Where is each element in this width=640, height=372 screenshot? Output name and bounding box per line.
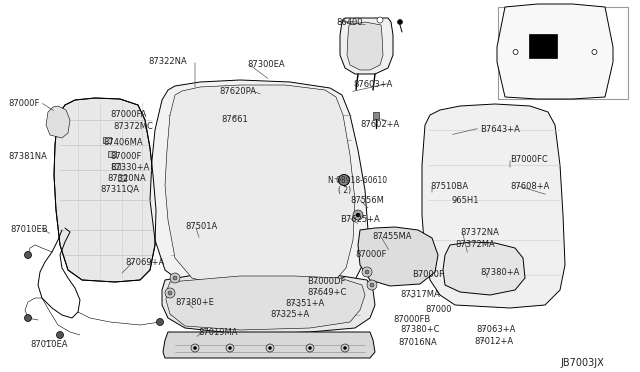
Circle shape — [193, 346, 196, 350]
Text: 87380+C: 87380+C — [400, 325, 440, 334]
Circle shape — [308, 346, 312, 350]
Text: 87000FA: 87000FA — [110, 110, 147, 119]
Text: 86400: 86400 — [336, 18, 362, 27]
Text: 87620PA: 87620PA — [219, 87, 256, 96]
Circle shape — [362, 267, 372, 277]
Text: 87661: 87661 — [221, 115, 248, 124]
Text: 87372MA: 87372MA — [455, 240, 495, 249]
Text: B7000FC: B7000FC — [510, 155, 548, 164]
Circle shape — [165, 288, 175, 298]
Circle shape — [168, 291, 172, 295]
Text: 87320NA: 87320NA — [107, 174, 146, 183]
Text: 87000F: 87000F — [110, 152, 141, 161]
Circle shape — [191, 344, 199, 352]
Text: 87000FB: 87000FB — [393, 315, 430, 324]
Circle shape — [226, 344, 234, 352]
Polygon shape — [54, 98, 156, 282]
Text: 87330+A: 87330+A — [110, 163, 149, 172]
Text: JB7003JX: JB7003JX — [560, 358, 604, 368]
Polygon shape — [150, 80, 368, 298]
Circle shape — [513, 49, 518, 55]
Text: 87372NA: 87372NA — [460, 228, 499, 237]
Circle shape — [365, 270, 369, 274]
Text: 87455MA: 87455MA — [372, 232, 412, 241]
Text: 87063+A: 87063+A — [476, 325, 515, 334]
Polygon shape — [166, 276, 365, 330]
Circle shape — [341, 344, 349, 352]
Circle shape — [170, 273, 180, 283]
Circle shape — [397, 19, 403, 25]
Text: 87069+A: 87069+A — [125, 258, 164, 267]
Polygon shape — [103, 137, 111, 143]
Circle shape — [344, 346, 346, 350]
Circle shape — [24, 251, 31, 259]
Text: 87510BA: 87510BA — [430, 182, 468, 191]
Text: 87000F: 87000F — [355, 250, 387, 259]
Circle shape — [592, 49, 597, 55]
Text: B7000DF: B7000DF — [307, 277, 346, 286]
Text: ( 2): ( 2) — [338, 186, 351, 195]
Text: 965H1: 965H1 — [452, 196, 479, 205]
Text: 87000: 87000 — [425, 305, 451, 314]
Text: B7643+A: B7643+A — [480, 125, 520, 134]
Text: 87649+C: 87649+C — [307, 288, 346, 297]
Text: 87010EA: 87010EA — [30, 340, 67, 349]
Text: 87019MA: 87019MA — [198, 328, 237, 337]
Circle shape — [339, 174, 349, 186]
Circle shape — [24, 314, 31, 321]
Circle shape — [370, 283, 374, 287]
Text: 87311QA: 87311QA — [100, 185, 139, 194]
Bar — [373, 112, 379, 119]
Text: 87501A: 87501A — [185, 222, 217, 231]
Text: 87380+E: 87380+E — [175, 298, 214, 307]
Circle shape — [56, 331, 63, 339]
Text: 87381NA: 87381NA — [8, 152, 47, 161]
Circle shape — [269, 346, 271, 350]
Polygon shape — [422, 104, 565, 308]
Polygon shape — [347, 22, 383, 70]
Circle shape — [173, 276, 177, 280]
Circle shape — [377, 17, 383, 23]
Bar — [498, 7, 628, 99]
Text: 87556M: 87556M — [350, 196, 384, 205]
Polygon shape — [358, 227, 438, 286]
Text: 87010EB: 87010EB — [10, 225, 47, 234]
Polygon shape — [163, 332, 375, 358]
Text: B7000F: B7000F — [412, 270, 444, 279]
Polygon shape — [112, 163, 120, 169]
Text: 87372MC: 87372MC — [113, 122, 153, 131]
Text: 87300EA: 87300EA — [247, 60, 285, 69]
Circle shape — [353, 210, 363, 220]
Text: 87602+A: 87602+A — [360, 120, 399, 129]
Text: 87016NA: 87016NA — [398, 338, 436, 347]
Polygon shape — [165, 85, 355, 290]
Polygon shape — [443, 242, 525, 295]
Text: 87603+A: 87603+A — [353, 80, 392, 89]
Text: 87000F: 87000F — [8, 99, 40, 108]
Text: 87317MA: 87317MA — [400, 290, 440, 299]
Circle shape — [228, 346, 232, 350]
Bar — [529, 34, 557, 58]
Text: B7625+A: B7625+A — [340, 215, 380, 224]
Polygon shape — [340, 18, 393, 74]
Polygon shape — [46, 106, 70, 138]
Circle shape — [367, 280, 377, 290]
Text: N 08918-60610: N 08918-60610 — [328, 176, 387, 185]
Polygon shape — [497, 4, 613, 99]
Text: 87351+A: 87351+A — [285, 299, 324, 308]
Text: 87325+A: 87325+A — [270, 310, 309, 319]
Circle shape — [356, 213, 360, 217]
Circle shape — [157, 318, 163, 326]
Polygon shape — [118, 175, 126, 181]
Text: 87406MA: 87406MA — [103, 138, 143, 147]
Text: 87012+A: 87012+A — [474, 337, 513, 346]
Circle shape — [266, 344, 274, 352]
Polygon shape — [162, 272, 375, 334]
Text: 87322NA: 87322NA — [148, 57, 187, 66]
Text: 87608+A: 87608+A — [510, 182, 549, 191]
Polygon shape — [108, 151, 116, 157]
Text: 87380+A: 87380+A — [480, 268, 520, 277]
Circle shape — [306, 344, 314, 352]
